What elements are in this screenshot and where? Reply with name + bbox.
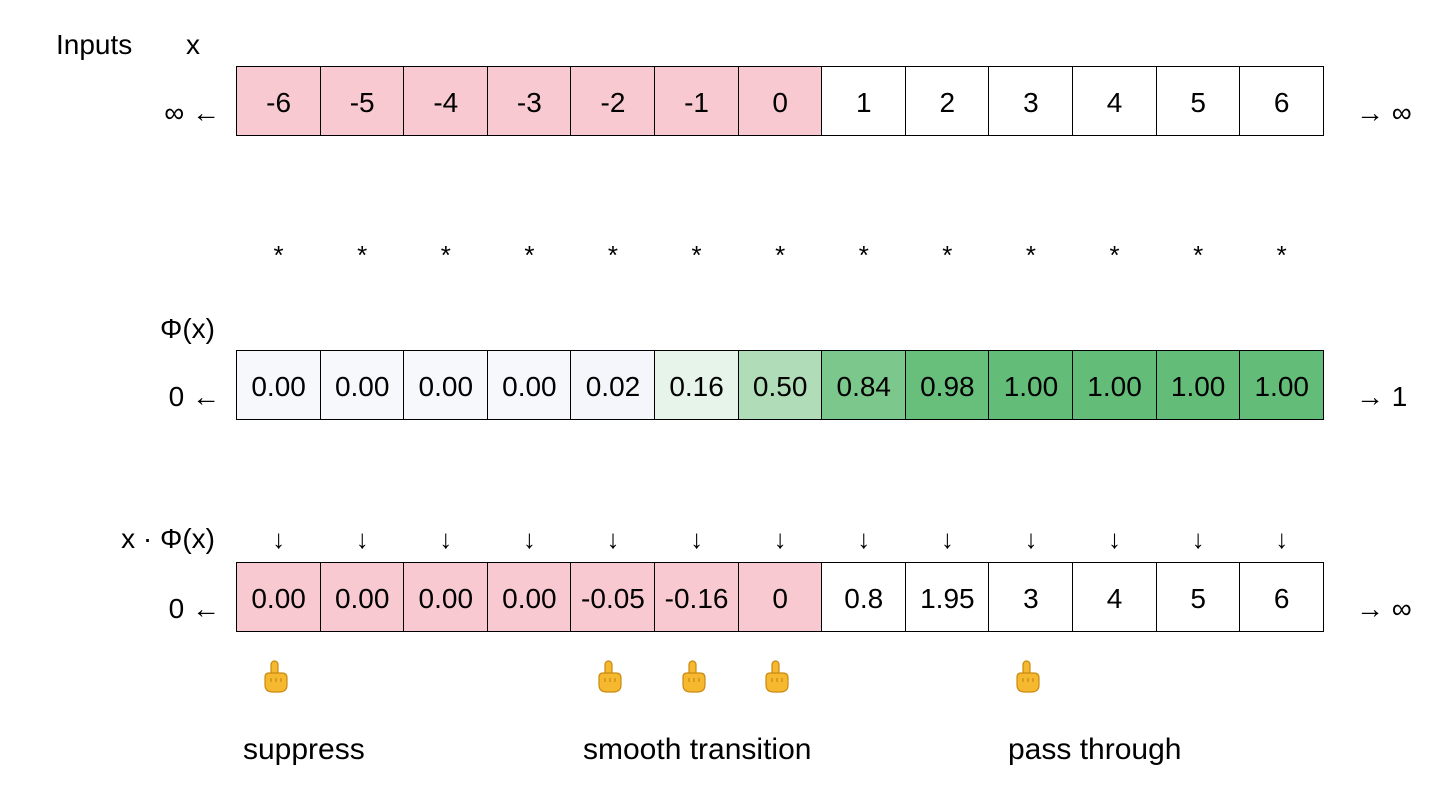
inputs-right-limit: → ∞	[1356, 97, 1412, 128]
product-cell: -0.16	[653, 562, 740, 632]
phi-cell: 0.00	[236, 350, 322, 420]
multiply-icon: *	[1193, 240, 1204, 270]
caption-smooth-transition: smooth transition	[583, 733, 812, 766]
phi-cell: 1.00	[1071, 350, 1158, 420]
product-left-limit: 0 ←	[168, 593, 220, 624]
phi-cell: 0.50	[737, 350, 823, 420]
multiply-icon: *	[775, 240, 786, 270]
input-cell: 5	[1155, 66, 1241, 136]
product-cell: 0	[737, 562, 823, 632]
pointing-hand-icon	[260, 660, 290, 694]
product-cell: 0.00	[319, 562, 405, 632]
pointing-hand-icon	[678, 660, 708, 694]
arrow-down-icon: ↓	[1108, 524, 1122, 554]
phi-cell: 0.02	[570, 350, 656, 420]
arrow-down-icon: ↓	[1191, 524, 1205, 554]
input-cell: 0	[737, 66, 823, 136]
arrow-down-icon: ↓	[940, 524, 954, 554]
input-cell: -2	[570, 66, 656, 136]
product-cell: 0.00	[403, 562, 489, 632]
phi-cell: 1.00	[988, 350, 1074, 420]
phi-right-limit: → 1	[1356, 381, 1408, 412]
arrow-down-icon: ↓	[355, 524, 369, 554]
multiply-icon: *	[1025, 240, 1036, 270]
product-cell: -0.05	[570, 562, 656, 632]
arrow-down-icon: ↓	[272, 524, 286, 554]
multiply-icon: *	[1276, 240, 1287, 270]
phi-left-limit: 0 ←	[168, 381, 220, 412]
input-cell: -1	[653, 66, 740, 136]
input-cell: 3	[988, 66, 1074, 136]
product-cell: 0.00	[236, 562, 322, 632]
inputs-label: Inputs	[56, 29, 133, 60]
multiply-icon: *	[524, 240, 535, 270]
arrow-down-icon: ↓	[857, 524, 871, 554]
multiply-icon: *	[858, 240, 869, 270]
product-cell: 5	[1155, 562, 1241, 632]
product-cell: 0.8	[821, 562, 907, 632]
x-label: x	[186, 29, 200, 60]
product-right-limit: → ∞	[1356, 593, 1412, 624]
phi-cell: 1.00	[1239, 350, 1325, 420]
product-cell: 3	[988, 562, 1074, 632]
multiply-icon: *	[607, 240, 619, 270]
product-cell: 1.95	[904, 562, 990, 632]
phi-cell: 0.84	[821, 350, 907, 420]
input-cell: -3	[486, 66, 572, 136]
arrow-down-icon: ↓	[1024, 524, 1038, 554]
caption-suppress: suppress	[243, 733, 365, 766]
input-cell: -4	[403, 66, 489, 136]
arrow-markers: ↓ ↓ ↓ ↓ ↓ ↓ ↓ ↓ ↓ ↓ ↓ ↓ ↓	[236, 524, 1324, 554]
product-cell: 6	[1239, 562, 1325, 632]
inputs-row: -6 -5 -4 -3 -2 -1 0 1 2 3 4 5 6	[236, 66, 1325, 136]
pointing-hand-icon	[594, 660, 624, 694]
phi-cell: 0.00	[403, 350, 489, 420]
arrow-down-icon: ↓	[1275, 524, 1289, 554]
product-cell: 0.00	[486, 562, 572, 632]
phi-cell: 0.00	[319, 350, 405, 420]
multiply-icon: *	[440, 240, 451, 270]
pointing-hand-icon	[761, 660, 791, 694]
arrow-down-icon: ↓	[439, 524, 453, 554]
product-label: x · Φ(x)	[121, 523, 215, 554]
product-cell: 4	[1071, 562, 1158, 632]
phi-cell: 0.98	[904, 350, 990, 420]
caption-pass-through: pass through	[1008, 733, 1182, 766]
input-cell: 6	[1239, 66, 1325, 136]
multiply-icon: *	[357, 240, 368, 270]
input-cell: -5	[319, 66, 405, 136]
phi-row: 0.00 0.00 0.00 0.00 0.02 0.16 0.50 0.84 0.98 1.00…	[236, 350, 1325, 420]
phi-label: Φ(x)	[160, 313, 215, 344]
arrow-down-icon: ↓	[522, 524, 536, 554]
input-cell: 2	[904, 66, 990, 136]
arrow-down-icon: ↓	[773, 524, 787, 554]
multiply-icon: *	[273, 240, 284, 270]
multiply-icon: *	[691, 240, 702, 270]
pointing-hand-icon	[1012, 660, 1042, 694]
input-cell: -6	[236, 66, 322, 136]
product-row: 0.00 0.00 0.00 0.00 -0.05 -0.16 0 0.8 1.95 3 4 5 6	[236, 562, 1325, 632]
phi-cell: 0.00	[486, 350, 572, 420]
input-cell: 4	[1071, 66, 1158, 136]
input-cell: 1	[821, 66, 907, 136]
arrow-down-icon: ↓	[690, 524, 704, 554]
inputs-left-limit: ∞ ←	[164, 97, 220, 128]
phi-cell: 1.00	[1155, 350, 1241, 420]
multiply-icon: *	[1109, 240, 1120, 270]
arrow-down-icon: ↓	[606, 524, 620, 554]
phi-cell: 0.16	[653, 350, 740, 420]
multiply-icon: *	[942, 240, 953, 270]
multiply-markers: * * * * * * * * * * * * *	[236, 240, 1324, 270]
